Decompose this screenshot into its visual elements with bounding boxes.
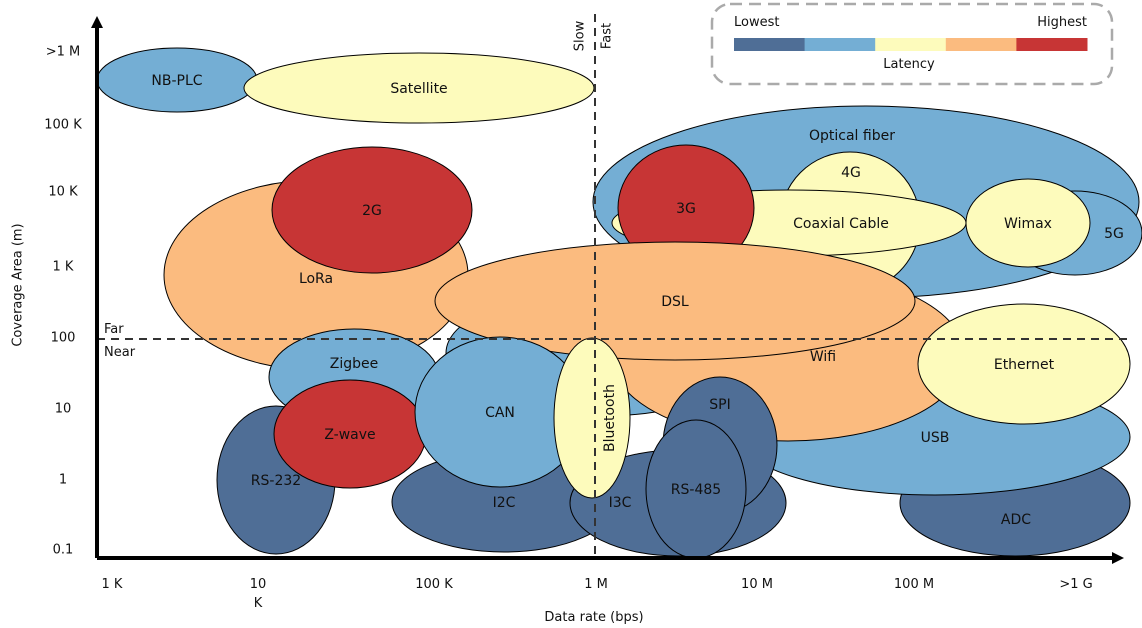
legend-swatch (875, 38, 947, 51)
tech-rs232-label: RS-232 (251, 473, 301, 489)
tech-dsl-label: DSL (661, 294, 689, 310)
latency-legend: Lowest Highest Latency (710, 2, 1114, 86)
legend-title: Latency (883, 57, 935, 72)
technology-ellipses: RS-232 I2C ADC I3C USB Optical fiber 5G 4G Wimax… (96, 47, 1142, 559)
tech-adc-label: ADC (1001, 512, 1031, 528)
tech-dsl-ellipse (434, 241, 916, 361)
tech-ethernet: Ethernet (917, 303, 1131, 425)
tech-lora-label: LoRa (299, 271, 333, 287)
axis-labels: 1 K 10 K 100 K 1 M 10 M 100 M >1 G >1 M 100 K 10 K… (11, 20, 1093, 625)
tech-satellite-label: Satellite (390, 81, 447, 97)
tech-bluetooth: Bluetooth (553, 337, 631, 499)
tech-5g-label: 5G (1104, 226, 1124, 242)
tech-rs-485-label: RS-485 (671, 482, 721, 498)
threshold-lines (97, 14, 1128, 558)
tech-i2c: I2C (391, 451, 617, 553)
x-tick-label: 1 M (584, 577, 608, 592)
legend-low-label: Lowest (734, 15, 779, 30)
x-tick-label: >1 G (1059, 577, 1092, 592)
tech-ethernet-ellipse (917, 303, 1131, 425)
tech-2g: 2G (271, 146, 473, 274)
legend-high-label: Highest (1037, 15, 1087, 30)
tech-nb-plc: NB-PLC (96, 47, 258, 113)
tech-wimax-label: Wimax (1004, 216, 1052, 232)
tech-wimax: Wimax (965, 178, 1091, 268)
y-tick-label: 0.1 (53, 543, 74, 558)
tech-usb-label: USB (921, 430, 950, 446)
tech-z-wave-label: Z-wave (324, 427, 375, 443)
y-tick-label: 10 K (48, 185, 78, 200)
tech-bluetooth-label: Bluetooth (602, 384, 618, 452)
tech-zigbee-label: Zigbee (330, 356, 378, 372)
y-tick-label: 1 (59, 473, 67, 488)
x-tick-label: 10 K (250, 577, 267, 611)
y-axis-title: Coverage Area (m) (11, 223, 26, 346)
tech-nb-plc-label: NB-PLC (151, 73, 202, 89)
tech-dsl: DSL (434, 241, 916, 361)
x-axis-title: Data rate (bps) (544, 610, 643, 625)
y-tick-label: >1 M (46, 45, 81, 60)
y-tick-label: 100 K (44, 118, 82, 133)
tech-wifi-label: Wifi (810, 349, 836, 365)
y-tick-label: 10 (55, 402, 72, 417)
tech-i2c-label: I2C (493, 495, 516, 511)
near-label: Near (104, 345, 136, 360)
legend-swatch (945, 38, 1017, 51)
x-tick-label: 100 M (894, 577, 934, 592)
y-tick-label: 1 K (53, 260, 74, 275)
x-tick-label: 1 K (102, 577, 123, 592)
x-tick-label: 100 K (415, 577, 453, 592)
tech-i3c-label: I3C (609, 495, 632, 511)
y-tick-label: 100 (51, 331, 76, 346)
tech-spi-label: SPI (709, 397, 730, 413)
tech-satellite: Satellite (243, 52, 595, 124)
tech-z-wave: Z-wave (273, 379, 427, 489)
axes (91, 16, 1124, 564)
tech-2g-ellipse (271, 146, 473, 274)
tech-3g-label: 3G (676, 201, 696, 217)
fast-label: Fast (600, 23, 615, 49)
slow-label: Slow (573, 20, 588, 51)
tech-ethernet-label: Ethernet (994, 357, 1055, 373)
tech-coaxial-cable-label: Coaxial Cable (793, 216, 889, 232)
tech-2g-label: 2G (362, 203, 382, 219)
tech-optical-fiber-label: Optical fiber (809, 128, 895, 144)
legend-swatch (734, 38, 806, 51)
x-tick-label: 10 M (741, 577, 773, 592)
far-label: Far (104, 322, 124, 337)
tech-bluetooth-ellipse (553, 337, 631, 499)
tech-rs-485: RS-485 (645, 419, 747, 559)
legend-swatch (804, 38, 876, 51)
legend-swatch (1016, 38, 1088, 51)
tech-can-label: CAN (485, 405, 515, 421)
tech-4g-label: 4G (841, 165, 861, 181)
